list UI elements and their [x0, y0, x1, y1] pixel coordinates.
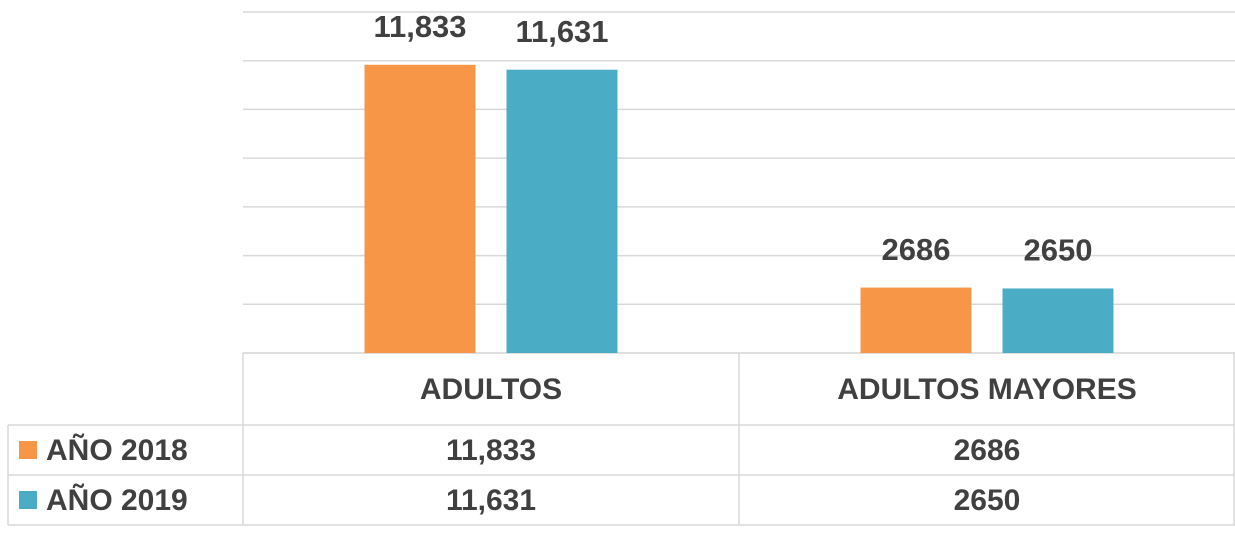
bar — [364, 64, 476, 354]
legend-swatch — [19, 491, 37, 509]
legend-label: AÑO 2018 — [46, 433, 188, 467]
category-label: ADULTOS — [420, 373, 562, 406]
table-value: 11,631 — [446, 484, 536, 517]
bar — [1002, 288, 1114, 353]
legend-label: AÑO 2019 — [46, 483, 188, 517]
bar — [860, 287, 972, 353]
data-label: 2650 — [1024, 233, 1093, 268]
table-value: 11,833 — [446, 434, 536, 467]
legend-swatch — [19, 441, 37, 459]
data-label: 2686 — [882, 232, 951, 267]
data-label: 11,631 — [515, 14, 608, 49]
data-label: 11,833 — [373, 9, 466, 44]
category-label: ADULTOS MAYORES — [837, 373, 1137, 406]
table-value: 2686 — [954, 434, 1021, 467]
table-value: 2650 — [954, 484, 1021, 517]
bar — [506, 69, 618, 353]
